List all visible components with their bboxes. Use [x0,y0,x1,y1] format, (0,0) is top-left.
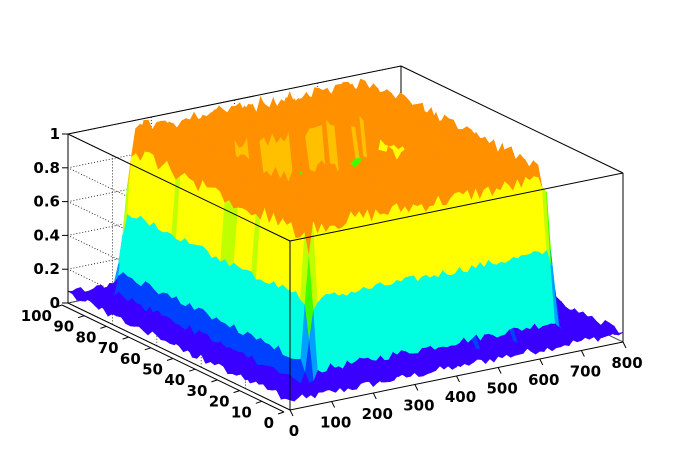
x-tick [580,350,585,357]
z-tick-label: 0.2 [33,260,60,278]
x-tick [372,392,377,400]
y-tick-label: 40 [164,371,185,389]
x-tick-label: 200 [362,405,393,423]
z-tick-label: 0.6 [33,193,60,211]
x-tick [539,358,544,366]
y-tick-label: 10 [231,403,252,421]
z-tick-label: 1 [50,125,60,143]
x-tick [289,409,294,417]
y-tick [78,315,85,319]
y-tick-label: 30 [187,382,208,400]
surface-mesh [67,78,624,402]
y-tick [189,368,196,372]
y-tick [277,411,285,415]
front-top-left-edge [67,133,291,242]
surface-cell [614,332,624,336]
x-tick [622,341,627,349]
z-tick-label: 0.4 [33,226,60,244]
x-tick-label: 100 [320,414,351,432]
x-axis-ticks: 0 100 200 300 400 500 600 700 800 [289,341,643,440]
x-tick-label: 300 [403,397,434,415]
y-tick [233,390,240,394]
x-tick [331,401,336,408]
y-tick [166,358,174,361]
y-tick [122,336,129,340]
x-tick [497,367,502,374]
y-tick [255,400,262,404]
y-tick-label: 60 [120,350,141,368]
y-tick-label: 80 [76,328,97,346]
x-tick-label: 500 [486,380,517,398]
y-tick-label: 0 [264,414,274,432]
front-top-edge [289,172,624,242]
y-tick [144,347,151,351]
y-tick-label: 20 [209,393,230,411]
z-axis-ticks: 0 0.2 0.4 0.6 0.8 1 [33,125,68,312]
front-top-right-edge [400,65,624,174]
y-tick-label: 100 [21,307,52,325]
x-tick-label: 700 [570,363,601,381]
x-tick [456,375,460,383]
x-tick-label: 0 [289,422,299,440]
z-tick-label: 0.8 [33,159,60,177]
y-tick-label: 50 [142,361,163,379]
x-tick-label: 600 [528,371,559,389]
x-tick-label: 800 [611,354,642,372]
x-tick [414,384,419,391]
y-tick [211,379,218,383]
y-tick [55,304,63,308]
y-tick-label: 90 [53,318,74,336]
y-tick [100,325,107,329]
y-tick-label: 70 [98,339,119,357]
z-tick-label: 0 [50,294,60,312]
x-tick-label: 400 [445,388,476,406]
